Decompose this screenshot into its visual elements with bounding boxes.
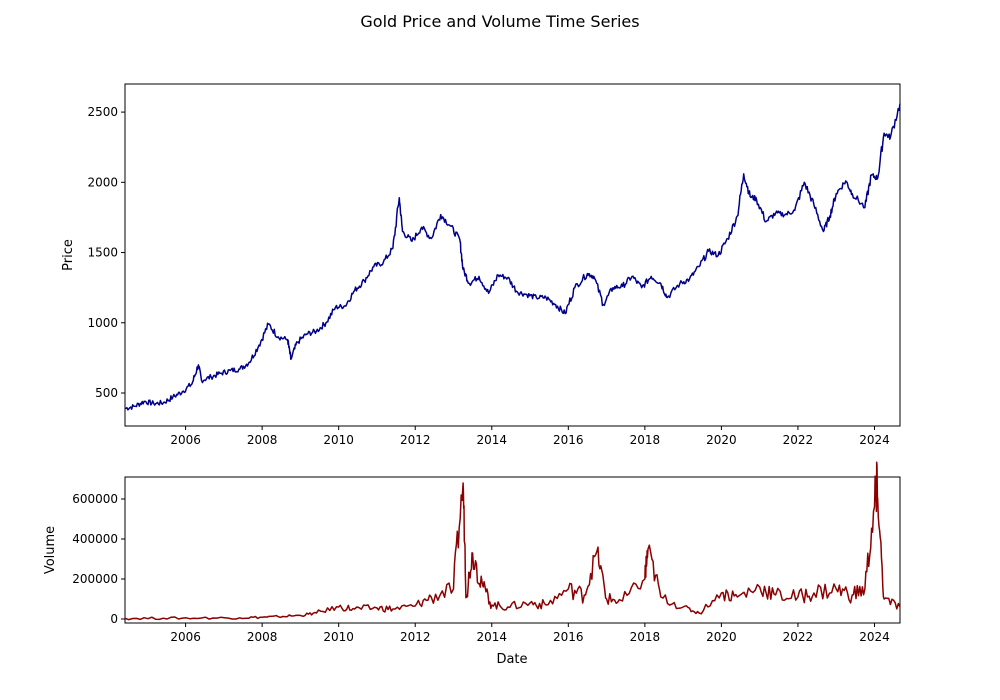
price-y-tick-label: 1500 [87, 246, 118, 260]
price-x-tick-label: 2024 [859, 433, 890, 447]
price-x-tick-label: 2022 [783, 433, 814, 447]
volume-x-tick-label: 2018 [630, 630, 661, 644]
volume-x-tick-label: 2016 [553, 630, 584, 644]
volume-panel: 2006 2008 2010 2012 2014 2016 2018 2020 2022 2024… [43, 461, 901, 667]
price-series-line [124, 103, 901, 411]
price-x-tick-label: 2014 [476, 433, 507, 447]
figure-title: Gold Price and Volume Time Series [360, 12, 639, 31]
price-x-ticks: 2006 2008 2010 2012 2014 2016 2018 2020 2022 2024 [170, 426, 890, 447]
price-x-tick-label: 2008 [247, 433, 278, 447]
volume-x-tick-label: 2008 [247, 630, 278, 644]
price-x-tick-label: 2006 [170, 433, 201, 447]
price-y-ticks: 500 1000 1500 2000 2500 [87, 105, 125, 400]
price-y-tick-label: 2000 [87, 175, 118, 189]
volume-x-tick-label: 2006 [170, 630, 201, 644]
price-x-tick-label: 2018 [630, 433, 661, 447]
volume-x-tick-label: 2020 [706, 630, 737, 644]
price-y-axis-label: Price [61, 239, 76, 271]
price-x-tick-label: 2010 [323, 433, 354, 447]
volume-y-tick-label: 200000 [72, 572, 118, 586]
volume-y-tick-label: 400000 [72, 532, 118, 546]
volume-x-tick-label: 2012 [400, 630, 431, 644]
price-y-tick-label: 1000 [87, 316, 118, 330]
price-panel: 2006 2008 2010 2012 2014 2016 2018 2020 2022 2024… [61, 83, 901, 447]
volume-x-ticks: 2006 2008 2010 2012 2014 2016 2018 2020 2022 2024 [170, 623, 890, 644]
volume-y-tick-label: 600000 [72, 492, 118, 506]
price-y-tick-label: 500 [95, 386, 118, 400]
volume-x-tick-label: 2024 [859, 630, 890, 644]
volume-y-tick-label: 0 [110, 612, 118, 626]
volume-axes-frame [124, 476, 901, 624]
volume-x-tick-label: 2022 [783, 630, 814, 644]
volume-x-tick-label: 2010 [323, 630, 354, 644]
volume-series-line [124, 461, 901, 621]
volume-x-tick-label: 2014 [476, 630, 507, 644]
price-axes-frame [124, 83, 901, 427]
price-x-tick-label: 2016 [553, 433, 584, 447]
volume-y-axis-label: Volume [43, 526, 58, 574]
price-y-tick-label: 2500 [87, 105, 118, 119]
price-x-tick-label: 2020 [706, 433, 737, 447]
volume-y-ticks: 0 200000 400000 600000 [72, 492, 125, 626]
volume-x-axis-label: Date [496, 652, 527, 667]
price-x-tick-label: 2012 [400, 433, 431, 447]
